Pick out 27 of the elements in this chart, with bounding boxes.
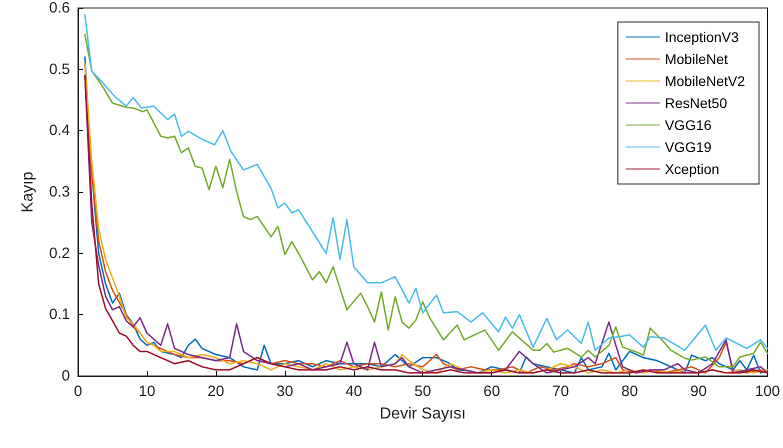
x-tick-label: 20 <box>208 383 224 400</box>
x-tick-label: 40 <box>345 383 362 400</box>
y-tick-label: 0.4 <box>49 122 70 140</box>
x-tick-label: 0 <box>74 383 82 400</box>
legend-label: VGG16 <box>664 117 712 133</box>
x-tick-label: 60 <box>483 383 500 400</box>
x-tick-label: 90 <box>690 383 707 400</box>
x-axis-title: Devir Sayısı <box>380 406 466 422</box>
y-tick-label: 0 <box>62 368 70 384</box>
y-tick-label: 0.6 <box>49 0 70 16</box>
legend-label: Xception <box>664 161 720 177</box>
y-tick-label: 0.2 <box>49 244 70 262</box>
x-tick-label: 30 <box>276 383 294 400</box>
x-tick-label: 100 <box>754 383 780 400</box>
legend-label: InceptionV3 <box>664 29 740 45</box>
y-axis-title: Kayıp <box>20 171 36 212</box>
x-tick-label: 70 <box>552 383 569 400</box>
legend-label: MobileNetV2 <box>664 73 746 89</box>
y-tick-label: 0.1 <box>49 306 70 324</box>
y-tick-label: 0.5 <box>49 60 70 78</box>
x-tick-label: 50 <box>414 383 432 400</box>
legend-label: ResNet50 <box>664 95 728 111</box>
y-tick-label: 0.3 <box>49 184 70 200</box>
legend-label: MobileNet <box>664 51 728 67</box>
legend-label: VGG19 <box>664 139 712 155</box>
x-tick-label: 80 <box>621 383 638 400</box>
x-tick-label: 10 <box>138 383 156 400</box>
